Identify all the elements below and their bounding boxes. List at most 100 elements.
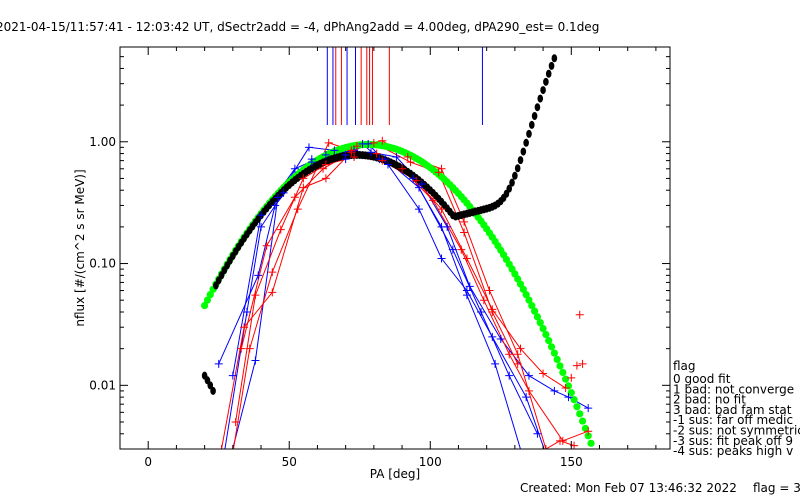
data-point-plus xyxy=(429,196,438,205)
data-point-plus xyxy=(242,308,251,317)
data-point-plus xyxy=(462,254,471,263)
data-point-plus xyxy=(437,254,446,263)
fit-curve-point-black xyxy=(548,61,555,70)
fit-curve-point-black xyxy=(512,171,518,180)
fit-curve-point-black xyxy=(526,129,532,138)
fit-curve-point-black xyxy=(506,184,513,193)
legend-entry: 1 bad: not converge xyxy=(673,382,794,396)
fit-curve-point-green xyxy=(533,313,542,321)
data-point-plus xyxy=(307,158,316,167)
data-point-plus xyxy=(477,308,486,317)
legend-entry: -3 sus: fit peak off 9 xyxy=(673,434,793,448)
data-point-plus xyxy=(488,305,497,314)
data-point-plus xyxy=(378,136,387,145)
data-point-plus xyxy=(448,245,457,254)
fit-curve-point-green xyxy=(567,389,575,397)
data-point-plus xyxy=(513,359,522,368)
fit-curve-point-black xyxy=(523,138,529,147)
data-point-plus xyxy=(254,271,263,280)
fit-curve-point-black xyxy=(545,69,552,78)
data-point-plus xyxy=(321,150,330,159)
data-point-plus xyxy=(496,335,505,344)
fit-curve-point-green xyxy=(201,301,209,310)
data-point-plus xyxy=(513,350,522,359)
data-point-plus xyxy=(237,344,246,353)
data-point-plus xyxy=(319,164,328,173)
fit-curve-point-green xyxy=(547,343,556,351)
data-point-plus xyxy=(324,138,333,147)
fit-curve-point-green xyxy=(587,439,595,447)
data-point-plus xyxy=(462,291,471,300)
data-point-plus xyxy=(257,222,266,231)
fit-curve-point-green xyxy=(570,396,578,404)
data-point-plus xyxy=(406,158,415,167)
data-point-plus xyxy=(369,138,378,147)
data-point-plus xyxy=(350,152,359,161)
vertical-marker-group xyxy=(326,47,483,125)
fit-curve-point-green xyxy=(550,349,558,357)
fit-curve-point-black xyxy=(517,156,524,165)
fit-curve-point-black xyxy=(531,112,538,121)
data-point-plus xyxy=(257,211,266,220)
y-tick-label: 1.00 xyxy=(89,135,116,149)
fit-curve-point-green xyxy=(539,324,547,333)
data-point-plus xyxy=(218,466,226,474)
series-line xyxy=(240,151,589,442)
legend-title: flag xyxy=(673,359,696,373)
data-point-plus xyxy=(330,146,339,155)
data-point-plus xyxy=(273,193,282,202)
fit-curve-point-green xyxy=(559,368,567,377)
y-tick-label: 0.01 xyxy=(89,378,116,392)
flag-note: flag = 3 xyxy=(753,481,800,495)
legend-entry: 3 bad: bad fam stat xyxy=(673,403,792,417)
fit-curve-point-black xyxy=(509,178,515,187)
data-point-plus xyxy=(479,296,488,305)
data-point-plus xyxy=(437,205,446,214)
data-point-plus xyxy=(561,384,570,393)
fit-curve-point-black xyxy=(210,386,216,395)
legend-entry: 2 bad: no fit xyxy=(673,393,746,407)
data-point-plus xyxy=(460,228,469,237)
fit-curve-point-black xyxy=(537,94,544,103)
fit-curve-point-black xyxy=(540,86,546,95)
fit-curve-point-green xyxy=(525,296,533,304)
fit-curve-point-green xyxy=(536,319,544,327)
created-timestamp: Created: Mon Feb 07 13:46:32 2022 xyxy=(520,481,737,495)
data-point-plus xyxy=(231,417,240,426)
data-point-plus xyxy=(347,148,356,157)
x-tick-label: 150 xyxy=(560,455,583,469)
fit-curve-point-green xyxy=(562,375,570,383)
data-point-plus xyxy=(578,359,587,368)
data-point-plus xyxy=(434,168,443,177)
data-point-plus xyxy=(572,361,581,370)
series-line xyxy=(221,140,575,449)
legend-entry: -4 sus: peaks high v xyxy=(673,444,793,458)
legend: 0 good fit 1 bad: not converge 2 bad: no… xyxy=(673,372,800,458)
data-point-plus xyxy=(279,188,288,197)
plot-frame xyxy=(119,46,671,450)
data-point-plus xyxy=(558,436,567,445)
data-point-plus xyxy=(321,174,330,183)
data-point-plus xyxy=(414,205,423,214)
fit-curve-point-black xyxy=(534,103,541,112)
series-line xyxy=(232,142,519,449)
data-point-plus xyxy=(575,310,584,319)
fit-curve-point-black xyxy=(543,77,549,86)
data-point-plus xyxy=(378,156,387,165)
data-point-plus xyxy=(403,152,412,161)
data-point-plus xyxy=(271,201,280,210)
data-point-plus xyxy=(293,205,302,214)
data-point-plus xyxy=(524,371,533,380)
chart-title: 2021-04-15/11:57:41 - 12:03:42 UT, dSect… xyxy=(0,20,599,34)
fit-curve-point-green xyxy=(531,307,539,315)
data-point-plus xyxy=(414,183,423,192)
data-point-plus xyxy=(367,148,376,157)
series-point-group xyxy=(214,136,593,474)
data-point-plus xyxy=(251,291,260,300)
data-point-plus xyxy=(276,225,285,234)
fit-curve-point-green xyxy=(203,296,212,304)
fit-curve-point-black xyxy=(551,54,558,63)
data-point-plus xyxy=(299,183,308,192)
data-point-plus xyxy=(268,288,277,297)
y-axis-label: nflux [#/(cm^2 s sr MeV)] xyxy=(73,169,87,326)
